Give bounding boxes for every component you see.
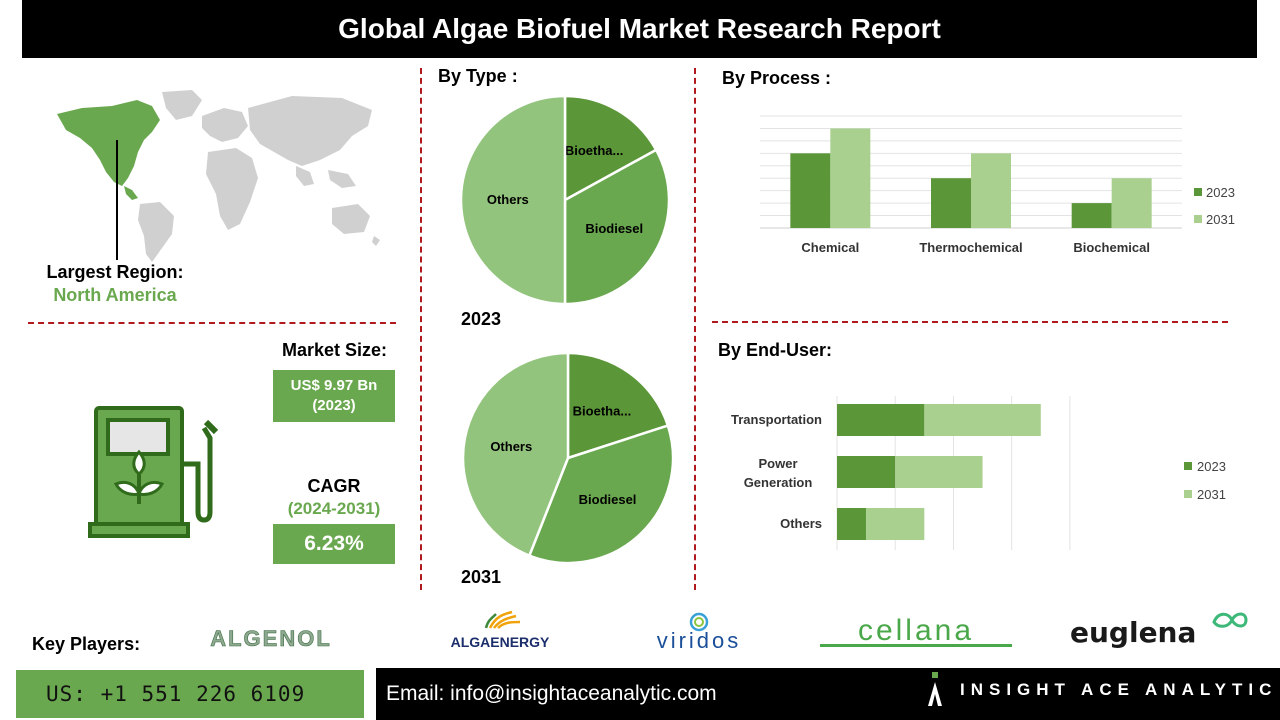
process-category-label-0: Chemical (801, 240, 859, 255)
region-pointer-line (116, 140, 118, 260)
by-end-user-title: By End-User: (718, 340, 833, 360)
end-user-category-label-1: Power (758, 456, 797, 471)
end-user-legend-swatch-2023 (1184, 462, 1192, 470)
process-legend-swatch-2023 (1194, 188, 1202, 196)
end-user-bar-2031-1 (895, 456, 983, 488)
logo-cellana-text: cellana (858, 614, 974, 647)
north-america-shape (57, 100, 160, 186)
by-process-title: By Process : (722, 68, 832, 88)
pie-chart-2031: Bioetha... Biodiesel Others (461, 351, 675, 565)
end-user-legend-label-2031: 2031 (1197, 487, 1226, 502)
fuel-pump-icon (88, 406, 219, 538)
logo-algenol-text: ALGENOL (210, 626, 332, 651)
divider-left-vertical (420, 68, 422, 590)
footer-brand: INSIGHT ACE ANALYTIC (960, 680, 1278, 699)
pie-2023-label-2: Others (487, 192, 529, 207)
divider-right-horizontal (712, 321, 1228, 323)
pie-2023-slice-1 (563, 148, 671, 306)
end-user-bar-chart: Transportation Power Generation Others 2023 2… (731, 396, 1226, 550)
report-title: Global Algae Biofuel Market Research Rep… (22, 0, 1257, 58)
pie-chart-2023: Bioetha... Biodiesel Others (459, 94, 671, 306)
insightace-logo-icon (928, 672, 942, 706)
process-bar-2023-0 (790, 153, 831, 228)
process-bar-2031-2 (1111, 178, 1152, 228)
process-bar-2023-1 (931, 178, 971, 228)
logo-euglena: euglena (1066, 610, 1250, 652)
key-players-label: Key Players: (32, 634, 141, 654)
process-bar-chart: Chemical Thermochemical Biochemical 2023 203… (760, 115, 1235, 255)
world-map (57, 90, 380, 262)
largest-region-value: North America (53, 285, 177, 305)
largest-region-label: Largest Region: (46, 262, 184, 282)
end-user-category-label-2: Others (780, 516, 822, 531)
logo-cellana: cellana (816, 614, 1016, 656)
pie-2031-label-1: Biodiesel (579, 492, 637, 507)
pie-2023-slice-0 (563, 94, 658, 203)
logo-algaenergy: ALGAENERGY (420, 610, 580, 656)
pie-year-2031: 2031 (461, 567, 502, 587)
end-user-bar-2031-2 (866, 508, 925, 540)
cagr-label: CAGR (307, 476, 361, 496)
market-size-value: US$ 9.97 Bn (290, 377, 378, 394)
by-type-title: By Type : (438, 66, 518, 86)
footer-email: Email: info@insightaceanalytic.com (376, 668, 1280, 720)
end-user-bar-2031-0 (924, 404, 1041, 436)
pie-2023-label-0: Bioetha... (565, 143, 624, 158)
cagr-value: 6.23% (273, 524, 395, 564)
process-bar-2031-0 (830, 128, 871, 228)
end-user-category-label-0: Transportation (731, 412, 822, 427)
end-user-bar-2023-2 (837, 508, 867, 540)
logo-algaenergy-text: ALGAENERGY (451, 634, 550, 650)
process-category-label-1: Thermochemical (919, 240, 1022, 255)
market-size-label: Market Size: (282, 340, 388, 360)
process-bar-2023-2 (1071, 203, 1112, 228)
process-bar-2031-1 (971, 153, 1011, 228)
cagr-period: (2024-2031) (287, 499, 381, 518)
end-user-category-label-1: Generation (744, 475, 813, 490)
divider-right-vertical (694, 68, 696, 590)
end-user-bar-2023-1 (837, 456, 896, 488)
process-legend-label-2023: 2023 (1206, 185, 1235, 200)
pie-2023-slice-2 (459, 94, 567, 306)
process-legend-label-2031: 2031 (1206, 212, 1235, 227)
process-category-label-2: Biochemical (1073, 240, 1150, 255)
market-size-box: US$ 9.97 Bn (2023) (273, 370, 395, 422)
logo-viridos-text: viridos (657, 628, 742, 652)
pie-2031-slice-2 (461, 351, 570, 558)
logo-euglena-text: euglena (1070, 616, 1196, 649)
end-user-legend-swatch-2031 (1184, 490, 1192, 498)
footer-phone: US: +1 551 226 6109 (16, 670, 364, 718)
pie-2031-label-2: Others (490, 439, 532, 454)
market-size-year: (2023) (312, 397, 356, 414)
end-user-bar-2023-0 (837, 404, 925, 436)
pie-year-2023: 2023 (461, 309, 502, 329)
logo-algenol: ALGENOL (185, 622, 357, 658)
process-legend-swatch-2031 (1194, 215, 1202, 223)
pie-2031-slice-0 (566, 351, 670, 460)
logo-viridos: viridos (620, 612, 778, 652)
end-user-legend-label-2023: 2023 (1197, 459, 1226, 474)
pie-2031-label-0: Bioetha... (573, 403, 632, 418)
pie-2023-label-1: Biodiesel (585, 221, 643, 236)
divider-left-horizontal (28, 322, 396, 324)
pie-2031-slice-1 (527, 423, 675, 565)
